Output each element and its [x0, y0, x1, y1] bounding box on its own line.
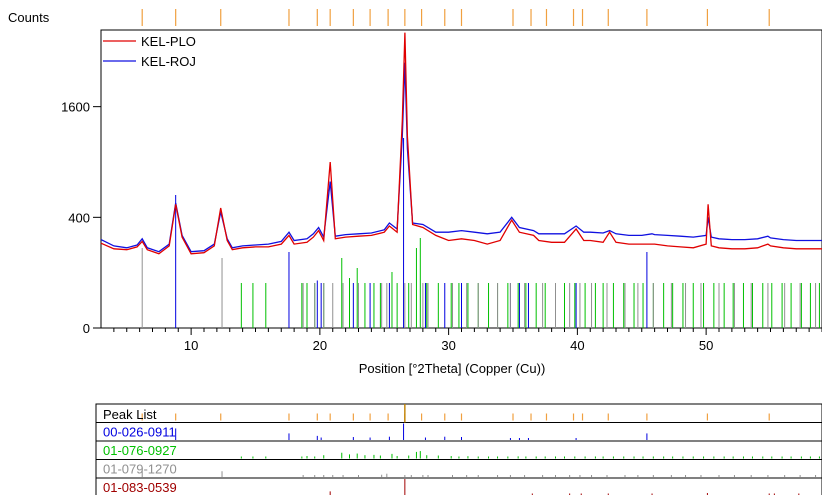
y-tick-label: 0 [83, 321, 90, 336]
reference-code: 01-079-1270 [103, 462, 177, 477]
x-tick-label: 30 [441, 338, 455, 353]
reference-code: 01-083-0539 [103, 480, 177, 495]
reference-code: 00-026-0911 [103, 425, 176, 440]
y-tick-label: 1600 [61, 100, 90, 115]
reference-strips: 00-026-0911 01-076-0927 01-079-1270 01-083-… [95, 403, 822, 497]
legend-label-kel-plo: KEL-PLO [141, 34, 196, 49]
main-plot: 0 400 1600 10 20 30 40 50 KEL-PLO KEL-ROJ [61, 9, 822, 353]
series-line-kel-plo [100, 32, 822, 255]
y-tick-label: 400 [68, 210, 90, 225]
series-line-kel-roj [100, 62, 822, 253]
x-tick-label: 40 [570, 338, 584, 353]
x-axis-label: Position [°2Theta] (Copper (Cu)) [359, 361, 546, 376]
peak-list-label: Peak List [103, 407, 157, 422]
x-tick-label: 50 [699, 338, 713, 353]
x-tick-label: 10 [184, 338, 198, 353]
reference-code: 01-076-0927 [103, 443, 177, 458]
y-axis-label: Counts [8, 10, 50, 25]
strip-frame [95, 403, 822, 497]
legend-label-kel-roj: KEL-ROJ [141, 54, 196, 69]
x-tick-label: 20 [313, 338, 327, 353]
